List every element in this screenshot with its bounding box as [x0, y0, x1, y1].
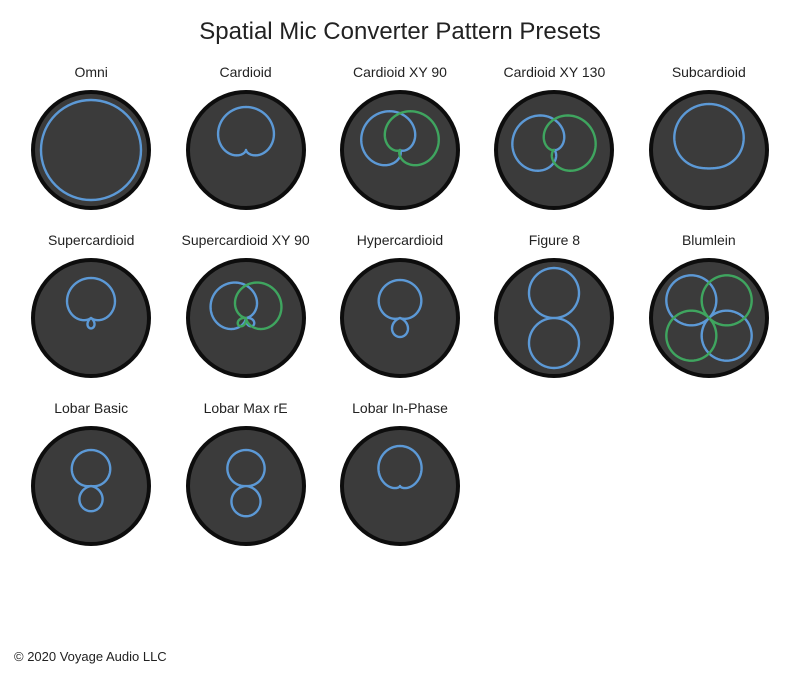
pattern-label: Supercardioid XY 90 — [182, 232, 310, 248]
pattern-cell-supercardioid-xy-90: Supercardioid XY 90 — [174, 232, 316, 378]
pattern-cell-hypercardioid: Hypercardioid — [329, 232, 471, 378]
pattern-disc-hypercardioid — [340, 258, 460, 378]
pattern-disc-cardioid-xy-90 — [340, 90, 460, 210]
pattern-label: Lobar Basic — [54, 400, 128, 416]
pattern-label: Blumlein — [682, 232, 736, 248]
pattern-cell-cardioid: Cardioid — [174, 64, 316, 210]
page-title: Spatial Mic Converter Pattern Presets — [20, 18, 780, 46]
pattern-cell-supercardioid: Supercardioid — [20, 232, 162, 378]
pattern-label: Hypercardioid — [357, 232, 443, 248]
pattern-label: Cardioid XY 90 — [353, 64, 447, 80]
pattern-disc-subcardioid — [649, 90, 769, 210]
pattern-disc-lobar-basic — [31, 426, 151, 546]
pattern-grid: Omni Cardioid Cardioid XY 90 Cardioid XY 13… — [20, 64, 780, 546]
pattern-label: Subcardioid — [672, 64, 746, 80]
pattern-cell-lobar-basic: Lobar Basic — [20, 400, 162, 546]
pattern-disc-blumlein — [649, 258, 769, 378]
pattern-disc-omni — [31, 90, 151, 210]
pattern-cell-subcardioid: Subcardioid — [638, 64, 780, 210]
pattern-disc-supercardioid-xy-90 — [186, 258, 306, 378]
pattern-label: Supercardioid — [48, 232, 134, 248]
pattern-label: Omni — [74, 64, 107, 80]
disc-background — [33, 92, 149, 208]
pattern-cell-cardioid-xy-90: Cardioid XY 90 — [329, 64, 471, 210]
pattern-disc-lobar-in-phase — [340, 426, 460, 546]
pattern-label: Lobar Max rE — [204, 400, 288, 416]
pattern-cell-lobar-in-phase: Lobar In-Phase — [329, 400, 471, 546]
pattern-cell-cardioid-xy-130: Cardioid XY 130 — [483, 64, 625, 210]
pattern-label: Cardioid — [220, 64, 272, 80]
pattern-cell-figure-8: Figure 8 — [483, 232, 625, 378]
pattern-label: Cardioid XY 130 — [504, 64, 606, 80]
pattern-cell-blumlein: Blumlein — [638, 232, 780, 378]
pattern-cell-lobar-max-re: Lobar Max rE — [174, 400, 316, 546]
pattern-label: Lobar In-Phase — [352, 400, 448, 416]
pattern-label: Figure 8 — [529, 232, 580, 248]
copyright-footer: © 2020 Voyage Audio LLC — [14, 649, 167, 664]
page: Spatial Mic Converter Pattern Presets Om… — [0, 0, 800, 682]
disc-background — [651, 92, 767, 208]
pattern-disc-cardioid-xy-130 — [494, 90, 614, 210]
pattern-disc-lobar-max-re — [186, 426, 306, 546]
pattern-disc-supercardioid — [31, 258, 151, 378]
pattern-disc-cardioid — [186, 90, 306, 210]
pattern-disc-figure-8 — [494, 258, 614, 378]
pattern-cell-omni: Omni — [20, 64, 162, 210]
